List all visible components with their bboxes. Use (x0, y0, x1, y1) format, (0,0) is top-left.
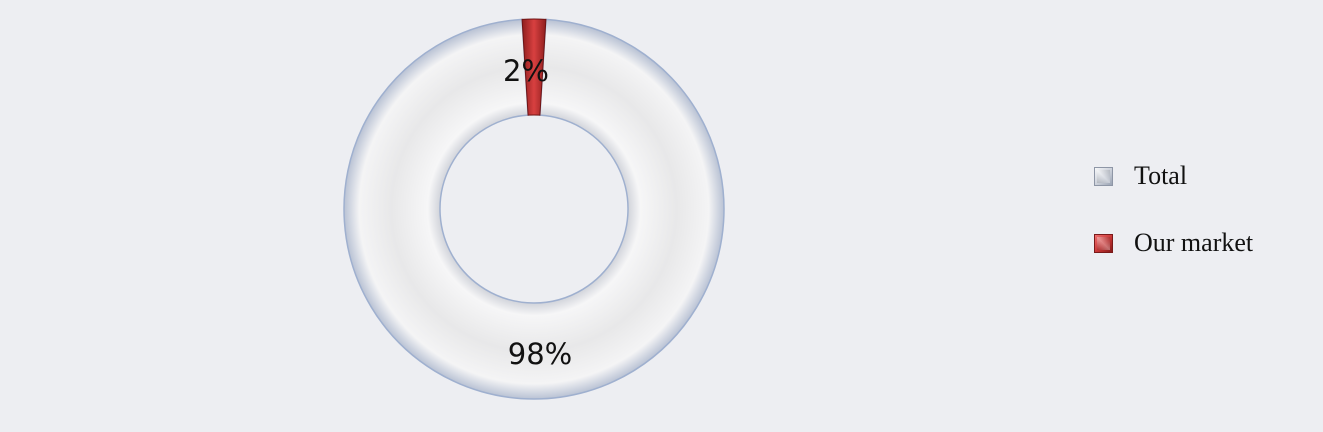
legend-label-our-market: Our market (1134, 228, 1254, 257)
data-label-total: 98% (508, 337, 572, 371)
legend-item-our-market: Our market (1094, 225, 1253, 261)
legend-swatch-total (1094, 166, 1113, 186)
chart-legend: Total Our market (1094, 158, 1253, 292)
legend-swatch-our-market (1094, 233, 1113, 253)
legend-label-total: Total (1134, 161, 1188, 190)
slice-our-market (521, 18, 547, 116)
legend-item-total: Total (1094, 158, 1253, 194)
slice-total (343, 18, 725, 400)
data-label-our-market: 2% (503, 54, 549, 88)
